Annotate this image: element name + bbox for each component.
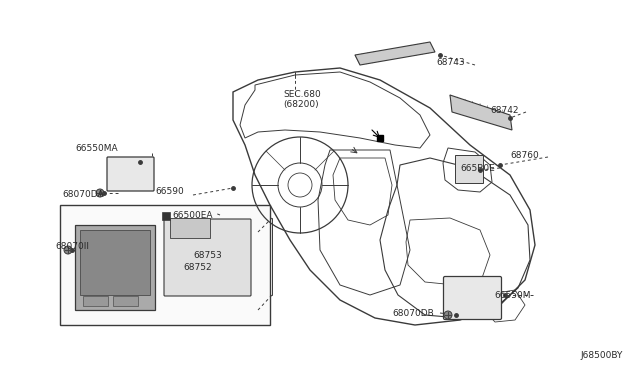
Text: J68500BY: J68500BY [580, 350, 622, 359]
Text: 68742: 68742 [490, 106, 518, 115]
Polygon shape [450, 95, 512, 130]
Circle shape [96, 189, 104, 197]
Text: 68070DA: 68070DA [62, 189, 104, 199]
Text: 68753: 68753 [193, 251, 221, 260]
Text: 66550MA: 66550MA [75, 144, 118, 153]
Bar [113, 296, 138, 306]
Polygon shape [355, 42, 435, 65]
Text: SEC.680: SEC.680 [283, 90, 321, 99]
Text: 68070DB: 68070DB [392, 308, 434, 317]
FancyBboxPatch shape [107, 157, 154, 191]
Bar [83, 296, 108, 306]
Text: 68752: 68752 [183, 263, 212, 273]
Text: 66550M: 66550M [494, 291, 531, 299]
Text: 66500EA: 66500EA [172, 211, 212, 219]
Text: (68200): (68200) [283, 99, 319, 109]
FancyBboxPatch shape [164, 219, 251, 296]
Text: 66590: 66590 [155, 186, 184, 196]
Bar [75, 225, 155, 310]
Bar [60, 205, 270, 325]
Bar [170, 218, 210, 238]
Text: 665B0E: 665B0E [460, 164, 495, 173]
Bar [80, 230, 150, 295]
Circle shape [444, 311, 452, 319]
Text: 68743: 68743 [436, 58, 465, 67]
FancyBboxPatch shape [444, 276, 502, 320]
Text: 68070II: 68070II [55, 241, 89, 250]
Circle shape [64, 246, 72, 254]
Bar [162, 212, 170, 220]
Bar [455, 155, 483, 183]
Text: 68760: 68760 [510, 151, 539, 160]
